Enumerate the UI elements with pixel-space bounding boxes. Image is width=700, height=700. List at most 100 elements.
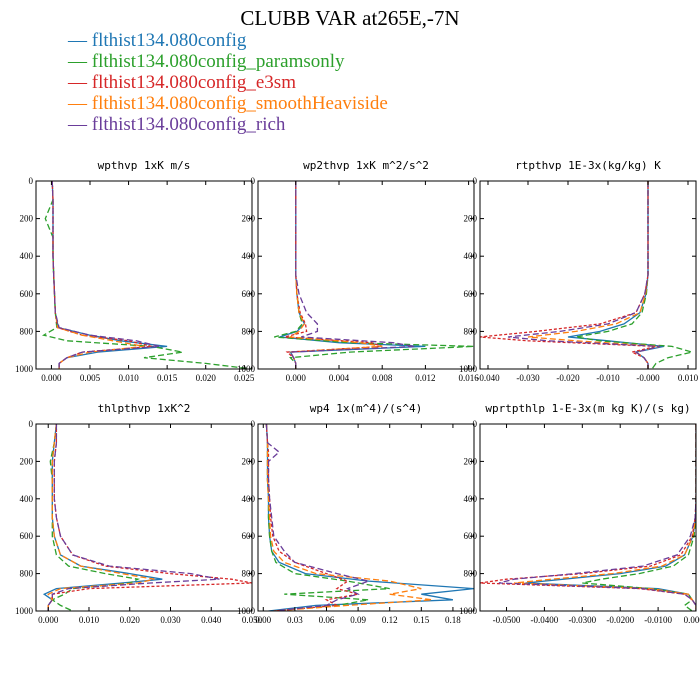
- panel-5-ytick-2: 400: [242, 494, 256, 504]
- panel-2-ytick-1: 200: [242, 214, 256, 224]
- legend-entry-3: — flthist134.080config_e3sm: [68, 72, 296, 94]
- legend-dash-2: —: [68, 51, 92, 72]
- legend-dash-3: —: [68, 72, 92, 93]
- panel-5-line-4: [265, 424, 432, 611]
- panel-6-xtick-1: -0.0400: [531, 615, 559, 625]
- panel-5-xtick-4: 0.12: [382, 615, 398, 625]
- panel-4-title: thlpthvp 1xK^2: [98, 402, 191, 415]
- panel-4-ytick-3: 600: [20, 531, 34, 541]
- panel-5-xtick-3: 0.09: [350, 615, 366, 625]
- panel-3-xtick-0: -0.040: [476, 373, 500, 383]
- panel-1-ytick-3: 600: [20, 289, 34, 299]
- panel-1-ytick-1: 200: [20, 214, 34, 224]
- panel-2-ytick-2: 400: [242, 251, 256, 261]
- panel-6-ytick-5: 1000: [459, 606, 478, 616]
- legend-entry-2: — flthist134.080config_paramsonly: [68, 51, 345, 73]
- panel-6-title: wprtpthlp 1-E-3x(m kg K)/(s kg): [485, 402, 690, 415]
- panel-6-ytick-1: 200: [464, 456, 478, 466]
- panel-2-line-4: [288, 181, 383, 369]
- panel-5-line-2: [265, 424, 390, 611]
- panel-5-xtick-6: 0.18: [445, 615, 461, 625]
- panel-2-frame: [257, 180, 475, 370]
- panel-4-series: [42, 424, 252, 611]
- panel-4-xtick-3: 0.030: [160, 615, 181, 625]
- panel-1-series: [41, 181, 252, 369]
- panel-3-ytick-4: 800: [464, 326, 478, 336]
- panel-3-xtick-4: -0.000: [636, 373, 660, 383]
- panel-1-ytick-5: 1000: [15, 364, 34, 374]
- panel-1-xtick-1: 0.005: [80, 373, 101, 383]
- panel-2-xtick-0: 0.000: [286, 373, 307, 383]
- panel-1-ytick-4: 800: [20, 326, 34, 336]
- panel-3-line-5: [507, 181, 661, 369]
- panel-2-title: wp2thvp 1xK m^2/s^2: [303, 159, 429, 172]
- panel-4-line-5: [47, 424, 220, 611]
- panel-4: thlpthvp 1xK^2 0 200 400 600 800 1000 0.000 0.01…: [15, 402, 263, 625]
- panel-5-line-1: [265, 424, 474, 611]
- panel-3-xtick-5: 0.010: [678, 373, 699, 383]
- panel-4-xtick-0: 0.000: [38, 615, 59, 625]
- panel-3-xtick-3: -0.010: [596, 373, 620, 383]
- panel-4-line-1: [42, 424, 163, 611]
- panel-5-ytick-5: 1000: [237, 606, 256, 616]
- panel-6-frame: [479, 423, 697, 612]
- panel-6-series: [480, 424, 696, 611]
- legend-label-1: flthist134.080config: [91, 30, 247, 51]
- panel-1-frame: [35, 180, 253, 370]
- panel-1: wpthvp 1xK m/s 0 200 400 600 800 1000 0.000 0.00…: [15, 159, 255, 383]
- panel-4-ytick-1: 200: [20, 456, 34, 466]
- legend-label-3: flthist134.080config_e3sm: [91, 72, 296, 93]
- panel-2-xtick-2: 0.008: [372, 373, 393, 383]
- legend-label-5: flthist134.080config_rich: [91, 114, 286, 135]
- panel-2-ytick-3: 600: [242, 289, 256, 299]
- panel-5-line-5: [265, 424, 371, 611]
- panel-2-xtick-1: 0.004: [329, 373, 350, 383]
- panel-6: wprtpthlp 1-E-3x(m kg K)/(s kg) 0 200 400 60…: [459, 402, 700, 625]
- panel-5-line-3: [265, 424, 359, 611]
- panel-5-ytick-4: 800: [242, 569, 256, 579]
- figure-title: CLUBB VAR at265E,-7N: [240, 6, 460, 30]
- panel-3-ytick-2: 400: [464, 251, 478, 261]
- panel-3-ytick-3: 600: [464, 289, 478, 299]
- panel-6-ytick-0: 0: [473, 419, 478, 429]
- panel-2-xtick-4: 0.016: [458, 373, 479, 383]
- panel-2-ytick-5: 1000: [237, 364, 256, 374]
- panel-4-ytick-0: 0: [29, 419, 34, 429]
- panel-2: wp2thvp 1xK m^2/s^2 0 200 400 600 800 1000 0.00…: [237, 159, 479, 383]
- panel-1-xtick-0: 0.000: [41, 373, 62, 383]
- panel-4-line-2: [49, 424, 141, 611]
- panel-6-line-4: [514, 424, 696, 611]
- panel-6-line-2: [582, 424, 696, 611]
- panel-1-line-5: [51, 181, 160, 369]
- panel-5-xtick-0: 0.00: [255, 615, 271, 625]
- panel-4-ytick-4: 800: [20, 569, 34, 579]
- panel-6-xtick-4: -0.0100: [644, 615, 672, 625]
- panel-5-ytick-1: 200: [242, 456, 256, 466]
- panel-3-xtick-2: -0.020: [556, 373, 580, 383]
- panel-3-ytick-1: 200: [464, 214, 478, 224]
- panel-4-line-4: [47, 424, 155, 611]
- legend-label-2: flthist134.080config_paramsonly: [91, 51, 345, 72]
- panel-1-xtick-4: 0.020: [196, 373, 217, 383]
- panel-1-line-2: [41, 181, 252, 369]
- panel-4-xtick-5: 0.050: [242, 615, 263, 625]
- panel-5-frame: [257, 423, 475, 612]
- legend-entry-1: — flthist134.080config: [68, 30, 246, 52]
- panel-5-xtick-5: 0.15: [413, 615, 429, 625]
- panel-5-xtick-2: 0.06: [319, 615, 335, 625]
- panel-4-frame: [35, 423, 253, 612]
- panel-5-title: wp4 1x(m^4)/(s^4): [310, 402, 423, 415]
- panel-2-ytick-4: 800: [242, 326, 256, 336]
- legend-entry-5: — flthist134.080config_rich: [68, 114, 285, 136]
- panel-2-line-5: [289, 181, 415, 369]
- panel-4-xtick-4: 0.040: [201, 615, 222, 625]
- panel-1-xtick-2: 0.010: [118, 373, 139, 383]
- panel-3-ytick-5: 1000: [459, 364, 478, 374]
- panel-6-ytick-3: 600: [464, 531, 478, 541]
- panel-1-ytick-2: 400: [20, 251, 34, 261]
- legend-label-4: flthist134.080config_smoothHeaviside: [91, 93, 388, 114]
- panel-2-ytick-0: 0: [251, 176, 256, 186]
- panel-6-xtick-0: -0.0500: [493, 615, 521, 625]
